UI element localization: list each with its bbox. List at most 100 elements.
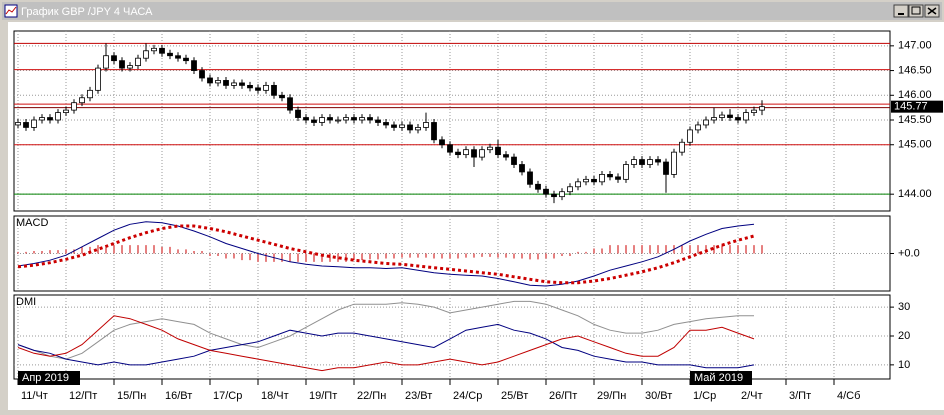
- x-tick-label: 4/Сб: [837, 390, 860, 402]
- candle-body: [247, 84, 253, 89]
- x-tick-label: 17/Ср: [213, 390, 242, 402]
- title-bar: [2, 2, 942, 20]
- x-tick-label: 23/Вт: [405, 390, 432, 402]
- candle-body: [487, 146, 493, 151]
- candle-body: [719, 114, 725, 118]
- candle-body: [159, 47, 165, 54]
- candle-body: [279, 94, 285, 99]
- candle-body: [735, 117, 741, 121]
- candle-body: [575, 181, 581, 188]
- candle-body: [591, 178, 597, 183]
- candle-body: [447, 144, 453, 153]
- candle-body: [631, 159, 637, 165]
- y-tick-label: 10: [898, 359, 910, 371]
- candle-body: [55, 112, 61, 121]
- y-tick-label: 146.50: [898, 64, 932, 76]
- maximize-icon: [911, 6, 921, 15]
- candle-body: [527, 171, 533, 185]
- x-tick-label: 30/Вт: [645, 390, 672, 402]
- candle-body: [343, 117, 349, 121]
- y-tick-label: +0.0: [898, 247, 920, 259]
- candle-body: [543, 188, 549, 195]
- candle-body: [407, 124, 413, 131]
- candle-body: [199, 70, 205, 79]
- candle-body: [135, 57, 141, 67]
- x-tick-label: 3/Пт: [789, 390, 811, 402]
- candle-body: [423, 122, 429, 128]
- x-tick-label: 16/Вт: [165, 390, 192, 402]
- candle-body: [207, 77, 213, 84]
- candle-body: [743, 112, 749, 121]
- candle-body: [39, 117, 45, 121]
- window-title: График GBP /JPY 4 ЧАСА: [21, 6, 153, 18]
- x-tick-label: 22/Пн: [357, 390, 386, 402]
- x-tick-label: 2/Чт: [741, 390, 763, 402]
- candle-body: [375, 119, 381, 123]
- candle-body: [615, 176, 621, 180]
- candle-body: [303, 117, 309, 121]
- candle-body: [623, 164, 629, 180]
- candle-body: [535, 183, 541, 190]
- x-tick-label: 12/Пт: [69, 390, 97, 402]
- x-tick-label: 19/Пт: [309, 390, 337, 402]
- candle-body: [711, 117, 717, 121]
- candle-body: [95, 67, 101, 91]
- candle-body: [567, 186, 573, 193]
- candle-body: [391, 124, 397, 128]
- plot: [14, 42, 890, 204]
- candle-body: [455, 151, 461, 156]
- candle-body: [87, 89, 93, 99]
- x-tick-label: 25/Вт: [501, 390, 528, 402]
- last-price-box: [891, 100, 943, 113]
- candle-body: [167, 52, 173, 57]
- candle-body: [47, 117, 53, 121]
- candle-body: [327, 117, 333, 121]
- y-tick-label: 144.00: [898, 188, 932, 200]
- x-tick-label: 26/Пт: [549, 390, 577, 402]
- candle-body: [599, 174, 605, 183]
- panel: [13, 30, 891, 212]
- candle-body: [335, 119, 341, 122]
- candle-body: [103, 55, 109, 69]
- candle-body: [495, 146, 501, 156]
- candle-body: [583, 178, 589, 183]
- window-buttons[interactable]: [893, 4, 940, 18]
- close-icon: [927, 7, 937, 15]
- candle-body: [519, 164, 525, 173]
- candle-body: [63, 109, 69, 113]
- plot: [17, 300, 755, 372]
- candle-body: [79, 97, 85, 104]
- candle-body: [23, 122, 29, 128]
- candle-body: [215, 80, 221, 84]
- panel-title: MACD: [16, 217, 48, 229]
- minimize-button[interactable]: [893, 4, 909, 18]
- candle-body: [71, 102, 77, 111]
- candle-body: [655, 159, 661, 163]
- candle-body: [367, 117, 373, 121]
- candle-body: [295, 109, 301, 118]
- series-line: [17, 221, 755, 287]
- panel-title: DMI: [16, 296, 36, 308]
- candle-body: [639, 159, 645, 165]
- candle-body: [287, 97, 293, 111]
- x-tick-label: 29/Пн: [597, 390, 626, 402]
- candle-body: [15, 122, 21, 126]
- candle-body: [255, 87, 261, 91]
- candle-body: [551, 193, 557, 198]
- candle-body: [111, 55, 117, 62]
- candle-body: [503, 154, 509, 158]
- candle-body: [759, 106, 765, 111]
- candle-body: [231, 82, 237, 86]
- candle-body: [351, 117, 357, 121]
- candle-body: [727, 114, 733, 118]
- candle-body: [191, 60, 197, 71]
- x-tick-label: 18/Чт: [261, 390, 289, 402]
- candle-body: [751, 109, 757, 113]
- y-tick-label: 147.00: [898, 40, 932, 52]
- candle-body: [671, 151, 677, 175]
- month-label: Май 2019: [694, 372, 743, 384]
- series-line: [17, 315, 755, 372]
- candle-body: [271, 84, 277, 96]
- candle-body: [439, 139, 445, 146]
- candle-body: [119, 60, 125, 69]
